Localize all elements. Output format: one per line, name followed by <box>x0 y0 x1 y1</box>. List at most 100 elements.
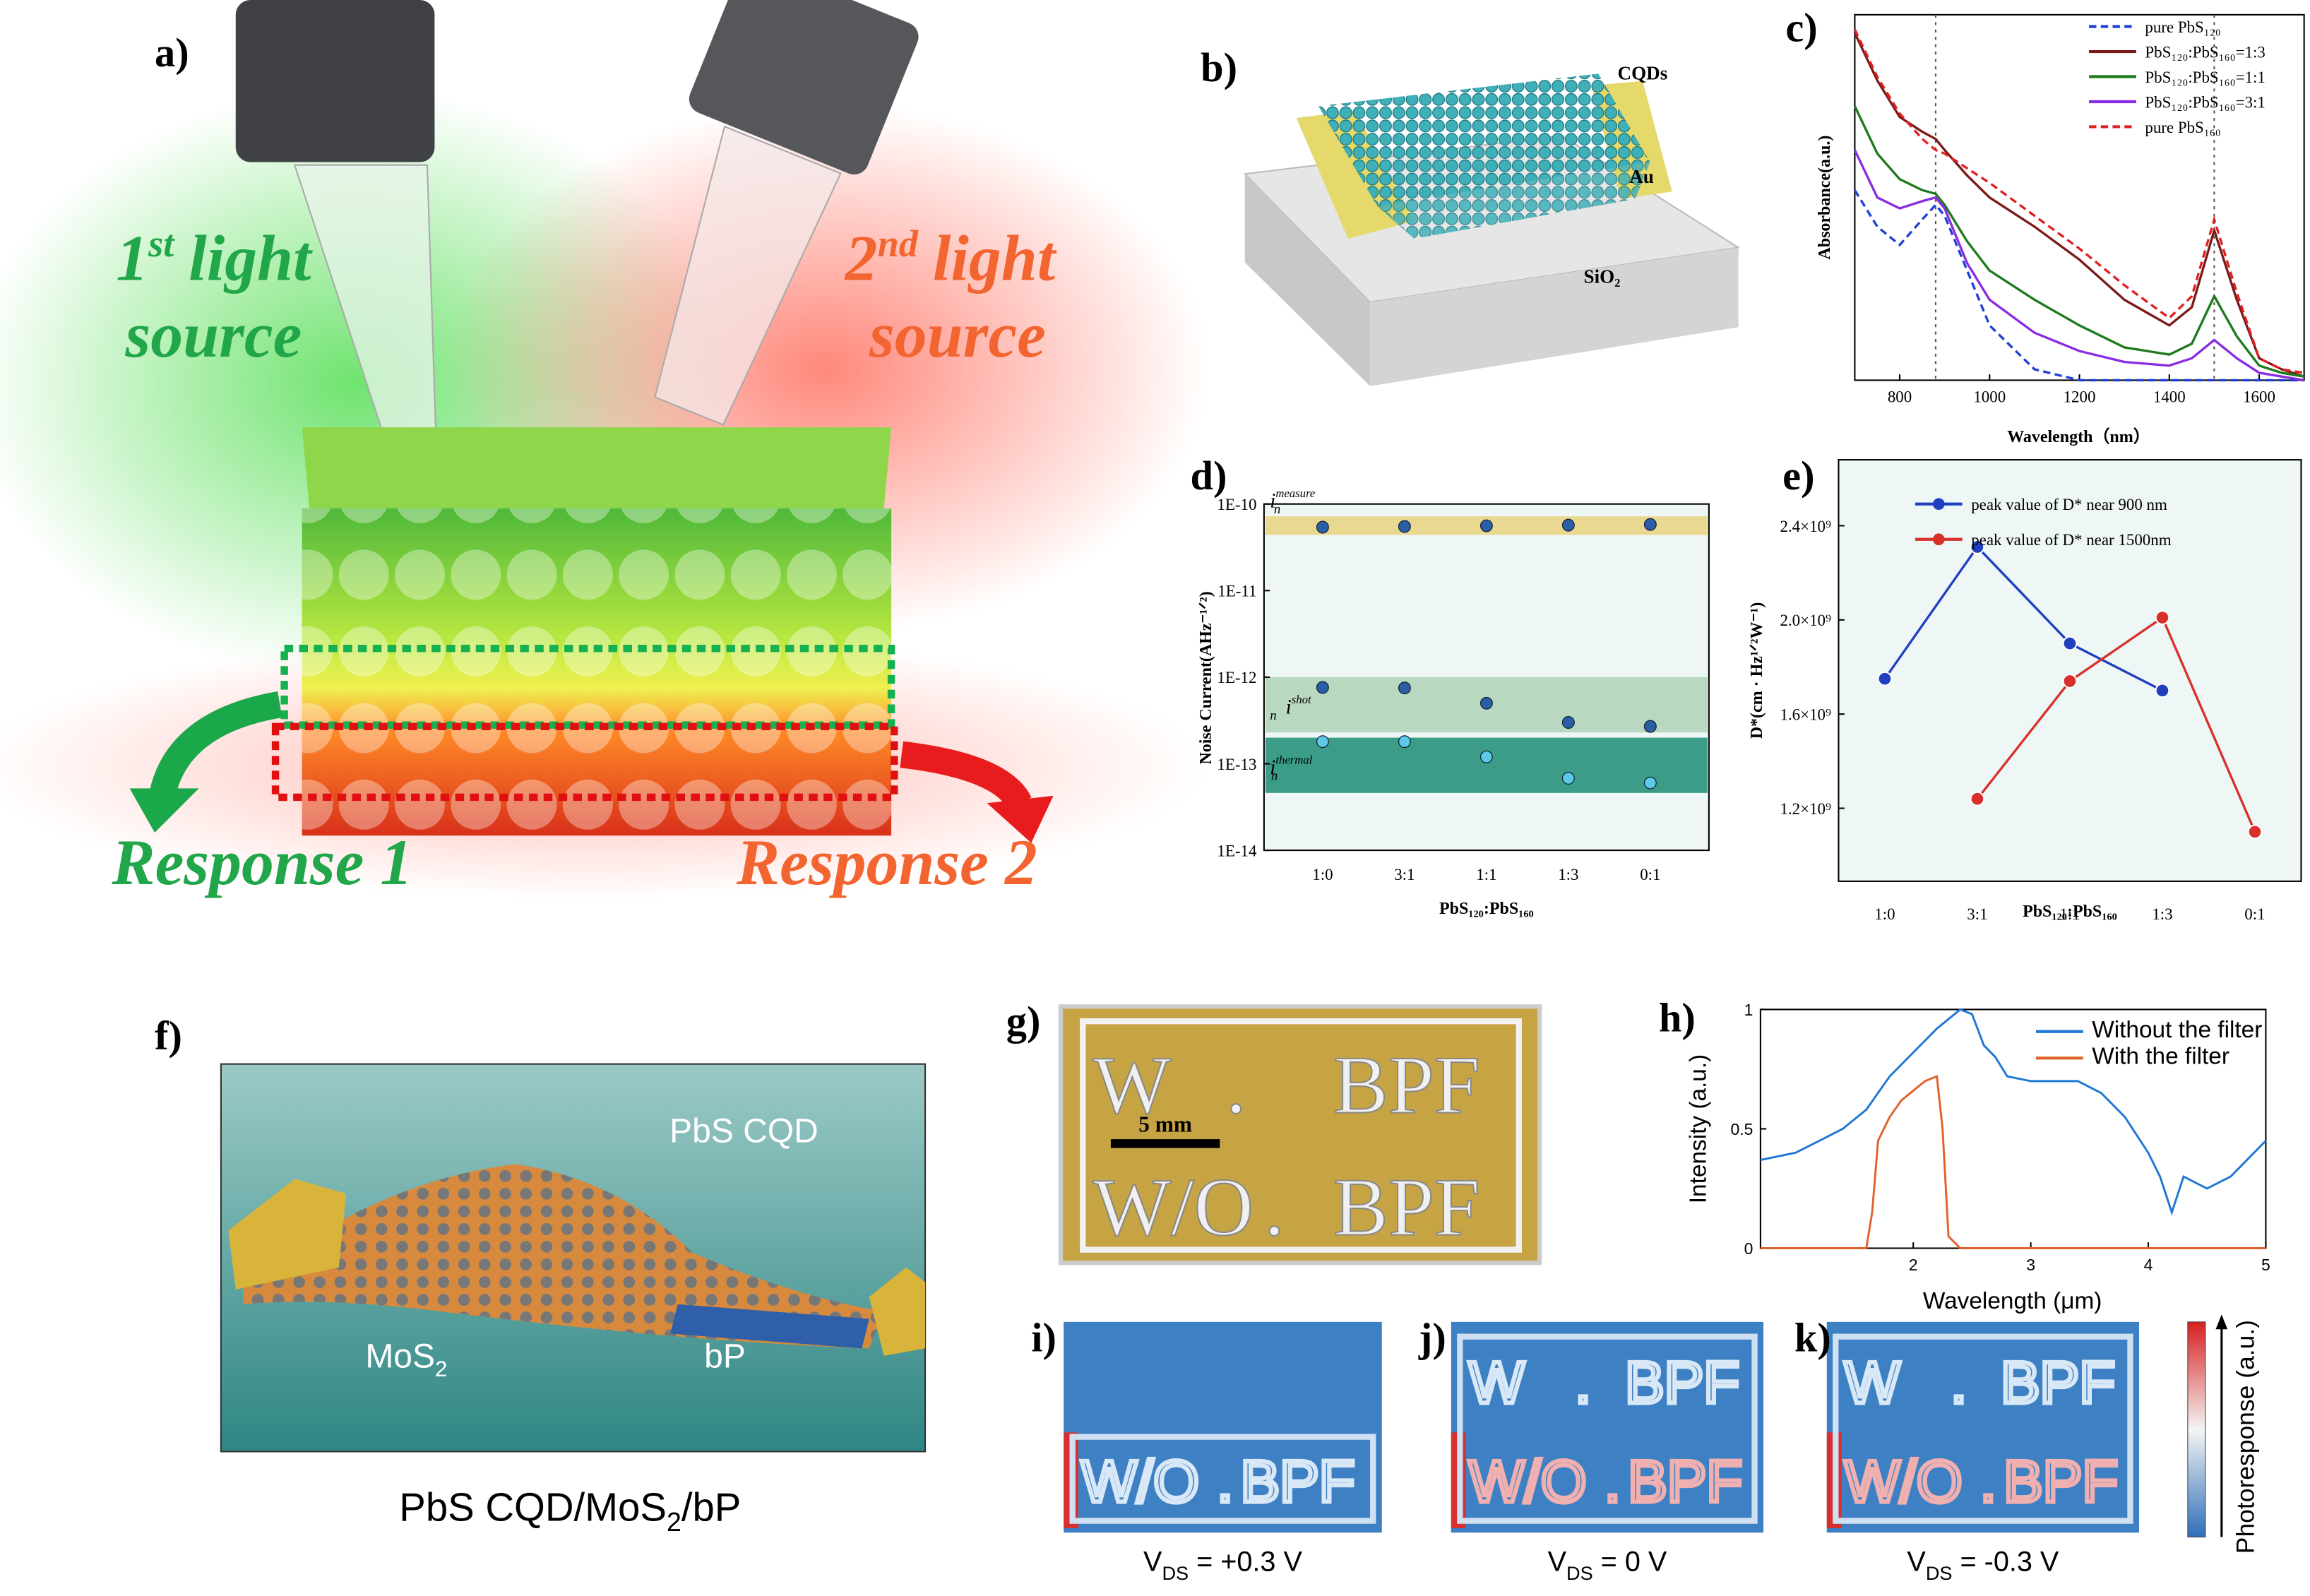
photoresponse-map <box>1451 1321 1764 1533</box>
panel-g-art: W . BPF W/O . BPF 5 mm g) <box>1006 998 1542 1266</box>
data-point <box>1643 518 1657 531</box>
base: V <box>1143 1547 1162 1578</box>
y-tick-label: 1E-11 <box>1217 583 1256 600</box>
y-tick-label: 1E-13 <box>1217 756 1256 773</box>
colorbar-arrowhead <box>2215 1314 2228 1330</box>
x-tick-label: 1:1 <box>1476 866 1496 883</box>
num: 1 <box>116 222 148 294</box>
g-text: BPF <box>1333 1040 1480 1131</box>
map-text: . <box>1980 1448 1996 1514</box>
x-tick-label: 3 <box>2026 1256 2035 1274</box>
sub: DS <box>1162 1562 1189 1584</box>
label-cqds: CQDs <box>1618 63 1668 84</box>
map-text: W/O <box>1081 1448 1199 1514</box>
scale-label: 5 mm <box>1138 1112 1192 1137</box>
x-tick-label: 800 <box>1888 388 1912 406</box>
map-text: W/O <box>1845 1448 1963 1514</box>
y-tick-label: 1.6×10⁹ <box>1780 706 1831 724</box>
legend-label: PbS₁₂₀:PbS₁₆₀=1:1 <box>2145 69 2266 86</box>
data-point <box>1398 735 1411 749</box>
data-point <box>1561 518 1575 532</box>
panel-b-art: CQDs Au SiO₂ b) <box>1201 44 1741 386</box>
g-text: . <box>1226 1040 1246 1131</box>
map-text: . <box>1217 1448 1233 1514</box>
block-top <box>302 427 892 508</box>
sup: st <box>148 222 175 265</box>
source-1-line2: source <box>125 299 302 371</box>
panel-label: d) <box>1191 453 1227 499</box>
map-text: . <box>1605 1448 1621 1514</box>
map-text: BPF <box>2004 1448 2118 1514</box>
y-tick-label: 2.0×10⁹ <box>1780 612 1831 629</box>
label-mos2: MoS2 <box>365 1338 447 1382</box>
x-axis-label: Wavelength (μm) <box>1923 1288 2102 1314</box>
data-point <box>1970 791 1985 806</box>
panel-label: g) <box>1006 998 1041 1044</box>
data-point <box>1316 520 1329 534</box>
x-tick-label: 1200 <box>2064 388 2096 406</box>
sub: 2 <box>667 1507 681 1537</box>
vds-label: VDS = -0.3 V <box>1907 1547 2059 1585</box>
legend-label: pure PbS₁₆₀ <box>2145 119 2220 136</box>
x-tick-label: 1000 <box>1973 388 2006 406</box>
vds-label: VDS = +0.3 V <box>1143 1547 1302 1585</box>
response-2: Response 2 <box>736 826 1037 898</box>
frame <box>1080 1018 1522 1253</box>
arrow-1 <box>149 691 282 799</box>
sup: shot <box>1292 693 1311 706</box>
map-frame <box>1833 1333 2133 1524</box>
noise-band <box>1265 737 1708 793</box>
map-text: . <box>1951 1350 1967 1416</box>
label-bp: bP <box>704 1338 746 1376</box>
map-frame <box>1069 1434 1376 1524</box>
data-point <box>1561 772 1575 785</box>
series-line <box>1853 28 2304 374</box>
g-text: W <box>1093 1040 1172 1131</box>
x-tick-label: 5 <box>2261 1256 2270 1274</box>
data-point <box>1643 720 1657 733</box>
series-line <box>1853 105 2304 378</box>
filter-photo <box>1058 1004 1542 1266</box>
x-axis-label: PbS₁₂₀:PbS₁₆₀ <box>2023 903 2117 921</box>
sup: thermal <box>1275 754 1312 767</box>
panel-label: i) <box>1031 1315 1056 1361</box>
legend-label: PbS₁₂₀:PbS₁₆₀=3:1 <box>2145 93 2266 111</box>
map-text: BPF <box>2001 1350 2115 1416</box>
series-line <box>1853 149 2304 382</box>
photoresponse-map <box>1826 1321 2140 1533</box>
base: MoS <box>365 1338 435 1376</box>
series-line <box>1760 1075 2266 1249</box>
vds-label: VDS = 0 V <box>1548 1547 1667 1585</box>
x-tick-label: 4 <box>2144 1256 2153 1274</box>
arrow-1-head <box>129 788 199 833</box>
arrow-2 <box>900 741 1032 810</box>
map-text: BPF <box>1625 1350 1739 1416</box>
substrate-left <box>1244 174 1371 386</box>
data-point <box>1877 671 1893 686</box>
response-1: Response 1 <box>111 826 412 898</box>
legend-label: pure PbS₁₂₀ <box>2145 18 2220 36</box>
sup: nd <box>878 222 919 265</box>
series-line <box>1853 32 2305 378</box>
panel-a-art: 1st light source 2nd light source Response… <box>0 0 1208 899</box>
y-tick-label: 1E-14 <box>1217 842 1257 859</box>
g-text: BPF <box>1333 1162 1480 1253</box>
sup: measure <box>1275 487 1316 500</box>
x-tick-label: 3:1 <box>1967 905 1987 923</box>
legend-label: PbS₁₂₀:PbS₁₆₀=1:3 <box>2145 43 2266 61</box>
data-point <box>1316 681 1329 694</box>
x-tick-label: 2 <box>1909 1256 1918 1274</box>
colorbar <box>2187 1321 2206 1538</box>
panel-label: j) <box>1418 1315 1446 1361</box>
num: 2 <box>844 222 878 294</box>
x-axis-label: PbS₁₂₀:PbS₁₆₀ <box>1439 900 1534 918</box>
lamp-1 <box>235 0 435 162</box>
band-label: ithermal n <box>1270 754 1312 784</box>
sub: 2 <box>435 1357 447 1381</box>
word: light <box>189 222 313 294</box>
g-text: . <box>1264 1162 1285 1253</box>
photoresponse-map <box>1064 1321 1382 1533</box>
sub: DS <box>1566 1562 1593 1584</box>
data-point <box>2247 824 2263 840</box>
